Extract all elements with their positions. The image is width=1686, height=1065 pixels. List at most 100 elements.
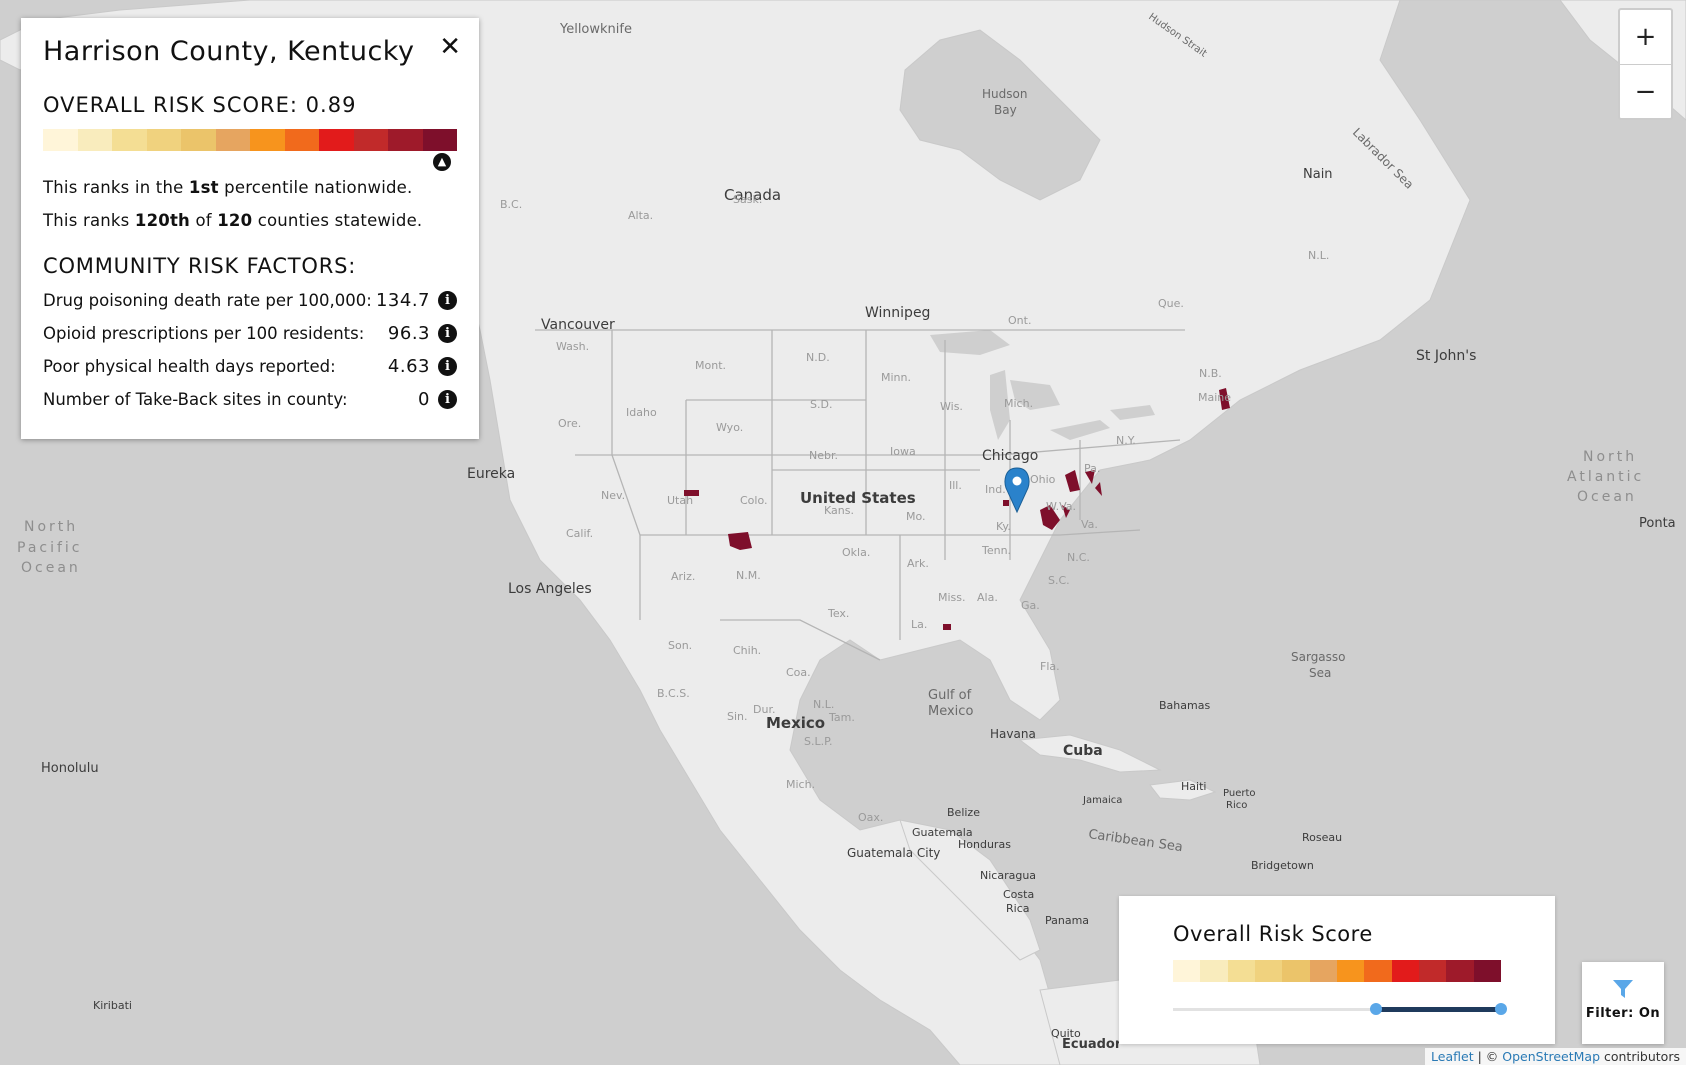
svg-text:Wis.: Wis. — [940, 400, 963, 413]
svg-text:Fla.: Fla. — [1040, 660, 1060, 673]
svg-text:Que.: Que. — [1158, 297, 1184, 310]
popup-title: Harrison County, Kentucky — [43, 36, 415, 67]
national-rank: This ranks in the 1st percentile nationw… — [43, 178, 413, 197]
svg-text:Guatemala City: Guatemala City — [847, 846, 940, 860]
svg-text:Ky.: Ky. — [996, 520, 1011, 533]
info-icon[interactable]: i — [438, 357, 457, 376]
scale-swatch — [1446, 960, 1474, 982]
leaflet-link[interactable]: Leaflet — [1431, 1049, 1474, 1064]
filter-button[interactable]: Filter: On — [1582, 962, 1664, 1044]
score-position-arrow-icon: ▲ — [433, 153, 451, 171]
svg-text:Puerto: Puerto — [1223, 788, 1256, 799]
close-icon[interactable]: ✕ — [439, 32, 461, 62]
svg-text:Chicago: Chicago — [982, 448, 1038, 464]
svg-text:N.B.: N.B. — [1199, 367, 1222, 380]
svg-text:Chih.: Chih. — [733, 644, 761, 657]
overall-risk-score: OVERALL RISK SCORE: 0.89 — [43, 93, 357, 117]
svg-text:Utah: Utah — [667, 494, 693, 507]
state-borders — [535, 329, 1185, 661]
legend-panel: Overall Risk Score — [1119, 896, 1555, 1044]
svg-text:N.D.: N.D. — [806, 351, 830, 364]
svg-text:Ala.: Ala. — [977, 591, 998, 604]
svg-text:N.M.: N.M. — [736, 569, 761, 582]
risk-range-slider[interactable] — [1173, 1003, 1507, 1015]
svg-text:Iowa: Iowa — [890, 445, 916, 458]
svg-text:Rica: Rica — [1006, 902, 1030, 915]
great-lakes — [930, 330, 1155, 440]
scale-swatch — [1364, 960, 1392, 982]
svg-text:Minn.: Minn. — [881, 371, 911, 384]
scale-swatch — [215, 129, 250, 151]
svg-text:Coa.: Coa. — [786, 666, 811, 679]
svg-text:United States: United States — [800, 489, 916, 507]
svg-text:Hudson: Hudson — [982, 87, 1027, 101]
svg-text:Ore.: Ore. — [558, 417, 581, 430]
info-icon[interactable]: i — [438, 390, 457, 409]
scale-swatch — [1391, 960, 1419, 982]
factor-poor-health-days: Poor physical health days reported: 4.63… — [43, 356, 457, 377]
svg-text:N.L.: N.L. — [1308, 249, 1329, 262]
svg-text:Ocean: Ocean — [21, 560, 81, 576]
scale-swatch — [43, 129, 78, 151]
scale-swatch — [77, 129, 112, 151]
svg-text:Havana: Havana — [990, 727, 1036, 741]
svg-text:Mo.: Mo. — [906, 510, 926, 523]
svg-text:Bridgetown: Bridgetown — [1251, 859, 1314, 872]
osm-link[interactable]: OpenStreetMap — [1502, 1049, 1600, 1064]
scale-swatch — [1282, 960, 1310, 982]
svg-text:Ind.: Ind. — [985, 483, 1006, 496]
scale-swatch — [1200, 960, 1228, 982]
scale-swatch — [353, 129, 388, 151]
filter-label: Filter: On — [1585, 1006, 1661, 1021]
svg-text:Va.: Va. — [1081, 518, 1098, 531]
svg-text:Pacific: Pacific — [17, 540, 83, 556]
info-icon[interactable]: i — [438, 324, 457, 343]
svg-text:Canada: Canada — [724, 186, 781, 204]
location-marker[interactable] — [1004, 467, 1030, 514]
svg-text:Nain: Nain — [1303, 167, 1333, 182]
slider-min-handle[interactable] — [1370, 1003, 1383, 1015]
svg-text:Nicaragua: Nicaragua — [980, 869, 1036, 882]
svg-text:Atlantic: Atlantic — [1567, 469, 1644, 485]
svg-text:Panama: Panama — [1045, 914, 1089, 927]
scale-swatch — [1173, 960, 1201, 982]
svg-text:Roseau: Roseau — [1302, 831, 1342, 844]
risk-score-gradient — [43, 129, 457, 151]
svg-text:Honduras: Honduras — [958, 838, 1011, 851]
attribution: Leaflet | © OpenStreetMap contributors — [1425, 1048, 1686, 1065]
svg-text:Jamaica: Jamaica — [1082, 795, 1122, 806]
scale-swatch — [1418, 960, 1447, 982]
svg-text:Tam.: Tam. — [828, 711, 855, 724]
risk-counties — [684, 388, 1230, 630]
svg-text:Maine: Maine — [1198, 391, 1231, 404]
svg-text:Los Angeles: Los Angeles — [508, 581, 592, 597]
svg-text:Wash.: Wash. — [556, 340, 589, 353]
community-risk-factors-title: COMMUNITY RISK FACTORS: — [43, 254, 357, 278]
svg-text:B.C.: B.C. — [500, 198, 522, 211]
info-icon[interactable]: i — [438, 291, 457, 310]
svg-text:Ariz.: Ariz. — [671, 570, 695, 583]
svg-text:Ill.: Ill. — [949, 479, 962, 492]
svg-text:Gulf of: Gulf of — [928, 688, 972, 703]
svg-text:Ga.: Ga. — [1021, 599, 1040, 612]
svg-text:B.C.S.: B.C.S. — [657, 687, 690, 700]
zoom-in-button[interactable]: + — [1634, 22, 1657, 52]
svg-text:Ont.: Ont. — [1008, 314, 1031, 327]
svg-text:Eureka: Eureka — [467, 466, 515, 482]
factor-opioid-prescriptions: Opioid prescriptions per 100 residents: … — [43, 323, 457, 344]
scale-swatch — [1309, 960, 1337, 982]
zoom-out-button[interactable]: − — [1620, 64, 1671, 119]
svg-text:Belize: Belize — [947, 806, 980, 819]
svg-text:S.L.P.: S.L.P. — [804, 735, 833, 748]
svg-text:S.C.: S.C. — [1048, 574, 1070, 587]
svg-text:Pa.: Pa. — [1084, 462, 1100, 475]
svg-text:Ark.: Ark. — [907, 557, 929, 570]
slider-max-handle[interactable] — [1495, 1003, 1507, 1015]
svg-text:Nebr.: Nebr. — [809, 449, 838, 462]
svg-text:Mexico: Mexico — [766, 714, 825, 732]
svg-text:Ponta: Ponta — [1639, 516, 1676, 531]
legend-gradient — [1173, 960, 1501, 982]
svg-text:Son.: Son. — [668, 639, 692, 652]
